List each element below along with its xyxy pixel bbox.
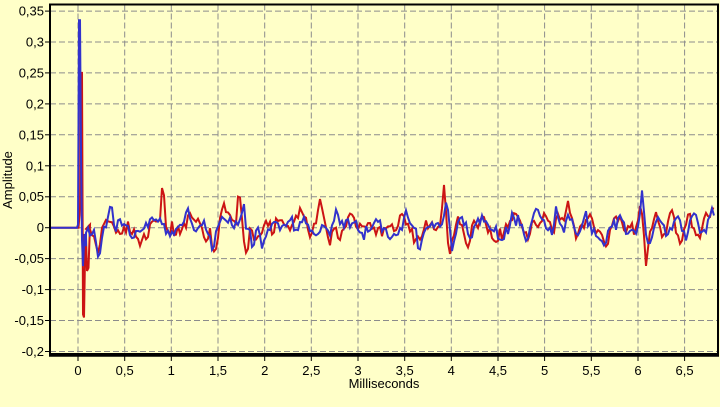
svg-text:0: 0 [37,220,44,235]
svg-text:0,25: 0,25 [19,65,44,80]
svg-text:4: 4 [448,363,455,378]
svg-text:0,3: 0,3 [26,35,44,50]
svg-text:0,35: 0,35 [19,4,44,19]
svg-text:3: 3 [354,363,361,378]
svg-text:6,5: 6,5 [676,363,694,378]
svg-text:1,5: 1,5 [209,363,227,378]
svg-text:-0,05: -0,05 [14,251,44,266]
svg-text:0,5: 0,5 [116,363,134,378]
svg-text:3,5: 3,5 [396,363,414,378]
svg-text:6: 6 [634,363,641,378]
svg-text:0,05: 0,05 [19,189,44,204]
svg-text:0,1: 0,1 [26,158,44,173]
svg-text:4,5: 4,5 [489,363,507,378]
svg-text:0,2: 0,2 [26,96,44,111]
svg-text:-0,1: -0,1 [22,282,44,297]
svg-text:Amplitude: Amplitude [0,151,15,209]
svg-text:2,5: 2,5 [302,363,320,378]
svg-text:Milliseconds: Milliseconds [349,376,420,391]
svg-text:-0,2: -0,2 [22,344,44,359]
svg-text:-0,15: -0,15 [14,313,44,328]
svg-text:2: 2 [261,363,268,378]
svg-text:5: 5 [541,363,548,378]
svg-text:0,15: 0,15 [19,127,44,142]
svg-text:0: 0 [74,363,81,378]
svg-text:1: 1 [168,363,175,378]
svg-text:5,5: 5,5 [582,363,600,378]
